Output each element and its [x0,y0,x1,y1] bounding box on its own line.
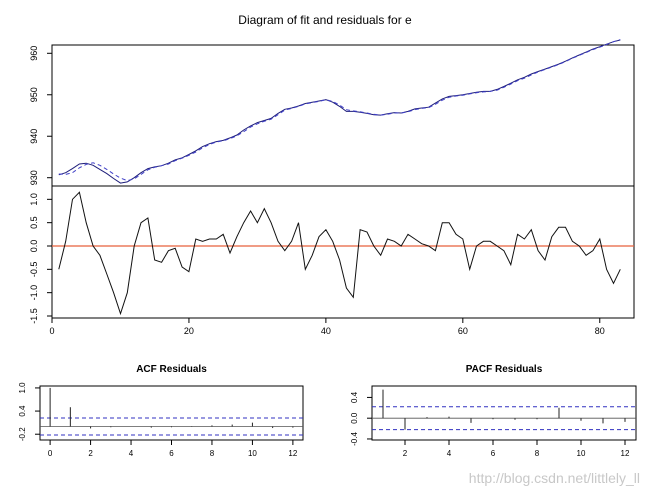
acf-x-tick-label: 6 [169,449,174,458]
residuals-panel: -1.5 -1.0 -0.5 0.0 0.5 1.0 0 20 40 60 80 [29,185,635,336]
pacf-y-tick-label: 0.4 [350,391,359,403]
acf-x-tick-label: 12 [288,449,297,458]
acf-plot-frame [39,385,304,441]
acf-x-tick-label: 0 [48,449,53,458]
acf-title: ACF Residuals [136,364,207,375]
residuals-x-tick-label: 80 [595,326,605,336]
chart-title: Diagram of fit and residuals for e [238,13,412,27]
fit-y-tick-label: 960 [29,46,39,61]
residuals-x-tick-label: 40 [321,326,331,336]
pacf-title: PACF Residuals [466,364,543,375]
residuals-y-tick-label: 1.0 [29,193,39,206]
pacf-y-tick-label: -0.4 [350,432,359,446]
pacf-panel: PACF Residuals -0.4 0.0 0.4 2 4 6 8 10 12 [350,364,637,458]
pacf-x-tick-label: 8 [535,449,540,458]
acf-x-tick-label: 10 [248,449,257,458]
pacf-x-tick-label: 6 [491,449,496,458]
acf-y-tick-label: 0.4 [18,405,27,417]
acf-y-tick-label: 1.0 [18,382,27,394]
residuals-y-tick-label: -1.5 [29,308,39,324]
residuals-y-tick-label: 0.5 [29,216,39,229]
fit-panel: 930 940 950 960 [29,39,635,187]
pacf-x-tick-label: 2 [403,449,408,458]
watermark-text: http://blog.csdn.net/littlely_ll [469,470,640,486]
acf-panel: ACF Residuals -0.2 0.4 1.0 0 2 4 6 8 10 12 [18,364,304,458]
fit-dashed-series-line [58,39,621,182]
residuals-y-tick-label: -0.5 [29,262,39,278]
pacf-x-tick-label: 10 [577,449,586,458]
fit-y-tick-label: 950 [29,87,39,102]
fit-plot-frame [51,44,635,187]
residuals-x-tick-label: 20 [184,326,194,336]
residuals-series-line [58,191,621,316]
residuals-plot-frame [51,185,635,319]
pacf-plot-frame [371,385,637,441]
acf-x-tick-label: 2 [88,449,93,458]
acf-x-tick-label: 8 [210,449,215,458]
fit-y-tick-label: 940 [29,129,39,144]
pacf-y-tick-label: 0.0 [350,412,359,424]
acf-x-tick-label: 4 [129,449,134,458]
residuals-x-tick-label: 0 [49,326,54,336]
fit-solid-series-line [58,39,621,184]
fit-y-tick-label: 930 [29,170,39,185]
residuals-y-tick-label: 0.0 [29,240,39,253]
acf-y-tick-label: -0.2 [18,427,27,441]
pacf-x-tick-label: 12 [621,449,630,458]
residuals-x-tick-label: 60 [458,326,468,336]
residuals-y-tick-label: -1.0 [29,285,39,301]
pacf-x-tick-label: 4 [447,449,452,458]
